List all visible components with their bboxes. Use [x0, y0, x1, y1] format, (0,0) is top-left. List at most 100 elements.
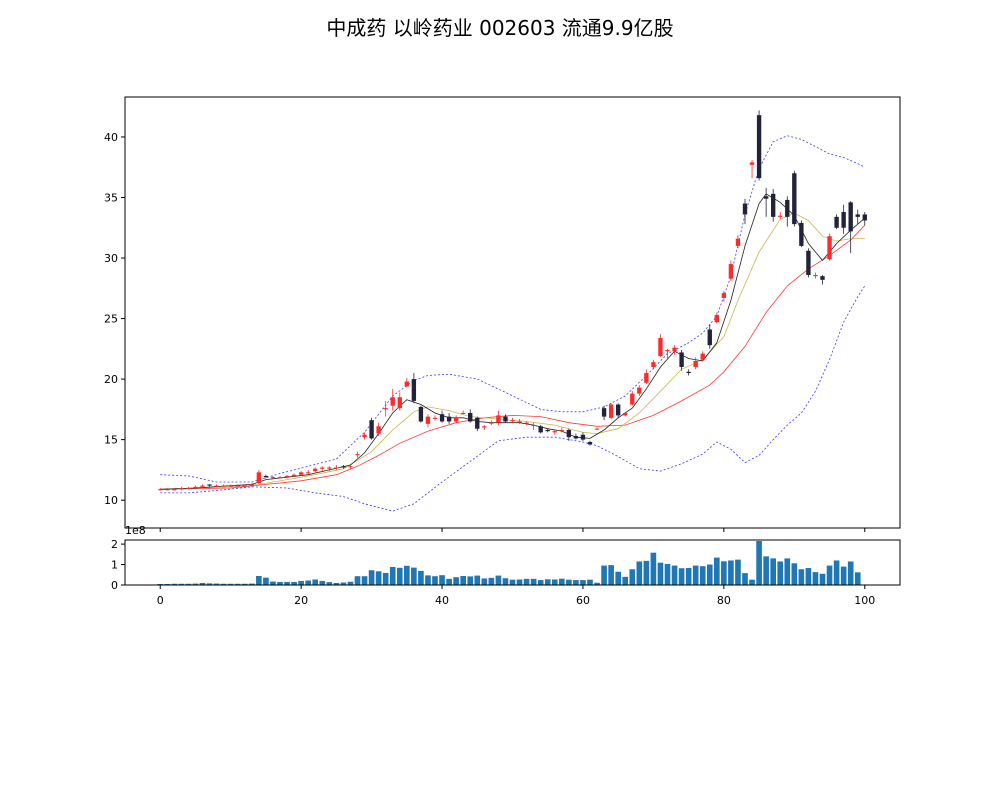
ma10-line	[160, 212, 865, 490]
volume-bar	[671, 565, 678, 585]
candle	[468, 409, 473, 423]
volume-bar	[622, 576, 629, 585]
candle-body	[390, 397, 395, 406]
candle-body	[242, 485, 247, 487]
volume-bar	[530, 578, 537, 585]
x-tick-label: 0	[157, 594, 164, 607]
candle-body	[397, 397, 402, 409]
candle-body	[179, 488, 184, 490]
candle	[623, 411, 628, 417]
candle-body	[453, 417, 459, 422]
volume-bar	[615, 571, 621, 585]
y-tick-label: 20	[104, 373, 118, 386]
volume-bar	[826, 565, 833, 585]
candle	[411, 373, 417, 404]
candle	[756, 110, 762, 181]
candle	[651, 359, 656, 370]
volume-bar	[474, 575, 481, 585]
candle-body	[517, 421, 522, 423]
candle	[799, 220, 804, 248]
candle-body	[475, 417, 480, 429]
volume-bar	[234, 583, 241, 585]
x-tick-label: 20	[294, 594, 308, 607]
volume-bar	[728, 560, 734, 585]
candle	[249, 483, 255, 487]
candle-body	[742, 203, 748, 215]
volume-bar	[488, 577, 495, 585]
volume-bar	[692, 565, 699, 585]
candle-body	[510, 420, 515, 422]
y-tick-label: 25	[104, 313, 118, 326]
candle	[404, 377, 410, 388]
candle	[489, 420, 494, 426]
candle	[320, 466, 325, 472]
candle	[376, 422, 381, 436]
candle	[439, 410, 445, 423]
volume-bar	[580, 580, 586, 585]
candle	[594, 427, 600, 430]
candle	[284, 474, 290, 479]
volume-bar	[227, 583, 234, 585]
candle-body	[376, 426, 381, 434]
candle-body	[249, 484, 255, 486]
volume-bar	[481, 578, 488, 585]
candle-body	[651, 362, 656, 367]
candle	[785, 196, 790, 227]
candle	[341, 465, 346, 469]
volume-y-tick-label: 0	[111, 579, 118, 592]
volume-bar	[467, 576, 474, 585]
candle-body	[672, 347, 677, 352]
y-tick-label: 35	[104, 191, 118, 204]
volume-bar	[608, 565, 614, 585]
bollinger-upper-line	[160, 135, 865, 483]
volume-bar	[425, 575, 431, 585]
candle-body	[369, 420, 374, 439]
candle-body	[468, 412, 473, 422]
candle-body	[439, 414, 445, 422]
volume-bar	[502, 578, 509, 585]
candle	[207, 484, 212, 487]
volume-panel-frame	[124, 539, 901, 586]
volume-bar	[798, 569, 805, 585]
candle	[418, 405, 424, 423]
x-tick-label: 100	[854, 594, 875, 607]
candle	[770, 189, 776, 222]
volume-bar	[446, 578, 452, 585]
y-tick-label: 10	[104, 494, 118, 507]
volume-bar	[742, 573, 748, 585]
candle-body	[559, 429, 565, 431]
candle	[383, 400, 388, 417]
candle-body	[813, 274, 818, 277]
candle-body	[425, 416, 431, 424]
candle	[256, 469, 262, 485]
candle	[242, 484, 247, 487]
candle-body	[601, 408, 607, 417]
candle	[334, 465, 339, 470]
volume-bar	[185, 583, 192, 585]
candle-body	[806, 250, 811, 275]
volume-panel: 0 1 2 0 20 40 60 80 100 1e8	[111, 524, 901, 607]
candle-body	[580, 434, 586, 440]
volume-bar	[404, 565, 410, 585]
volume-y-tick-label: 2	[111, 538, 118, 551]
volume-bar	[220, 583, 227, 585]
volume-bar	[636, 561, 643, 585]
volume-bar	[650, 552, 657, 585]
volume-bar	[594, 582, 600, 585]
candle-body	[608, 404, 614, 418]
volume-bar	[256, 576, 262, 585]
candle	[545, 428, 550, 433]
chart-title: 中成药 以岭药业 002603 流通9.9亿股	[326, 16, 674, 40]
volume-bar	[763, 556, 769, 585]
candle-body	[277, 477, 283, 479]
volume-bar	[714, 557, 720, 585]
volume-bar	[840, 566, 847, 585]
candle-body	[524, 422, 529, 424]
volume-bar	[312, 579, 319, 585]
volume-bar	[432, 576, 438, 585]
candle-body	[545, 429, 550, 432]
volume-bar	[375, 571, 382, 585]
candle	[355, 451, 360, 458]
volume-bar	[389, 567, 396, 585]
candle-body	[418, 406, 424, 422]
